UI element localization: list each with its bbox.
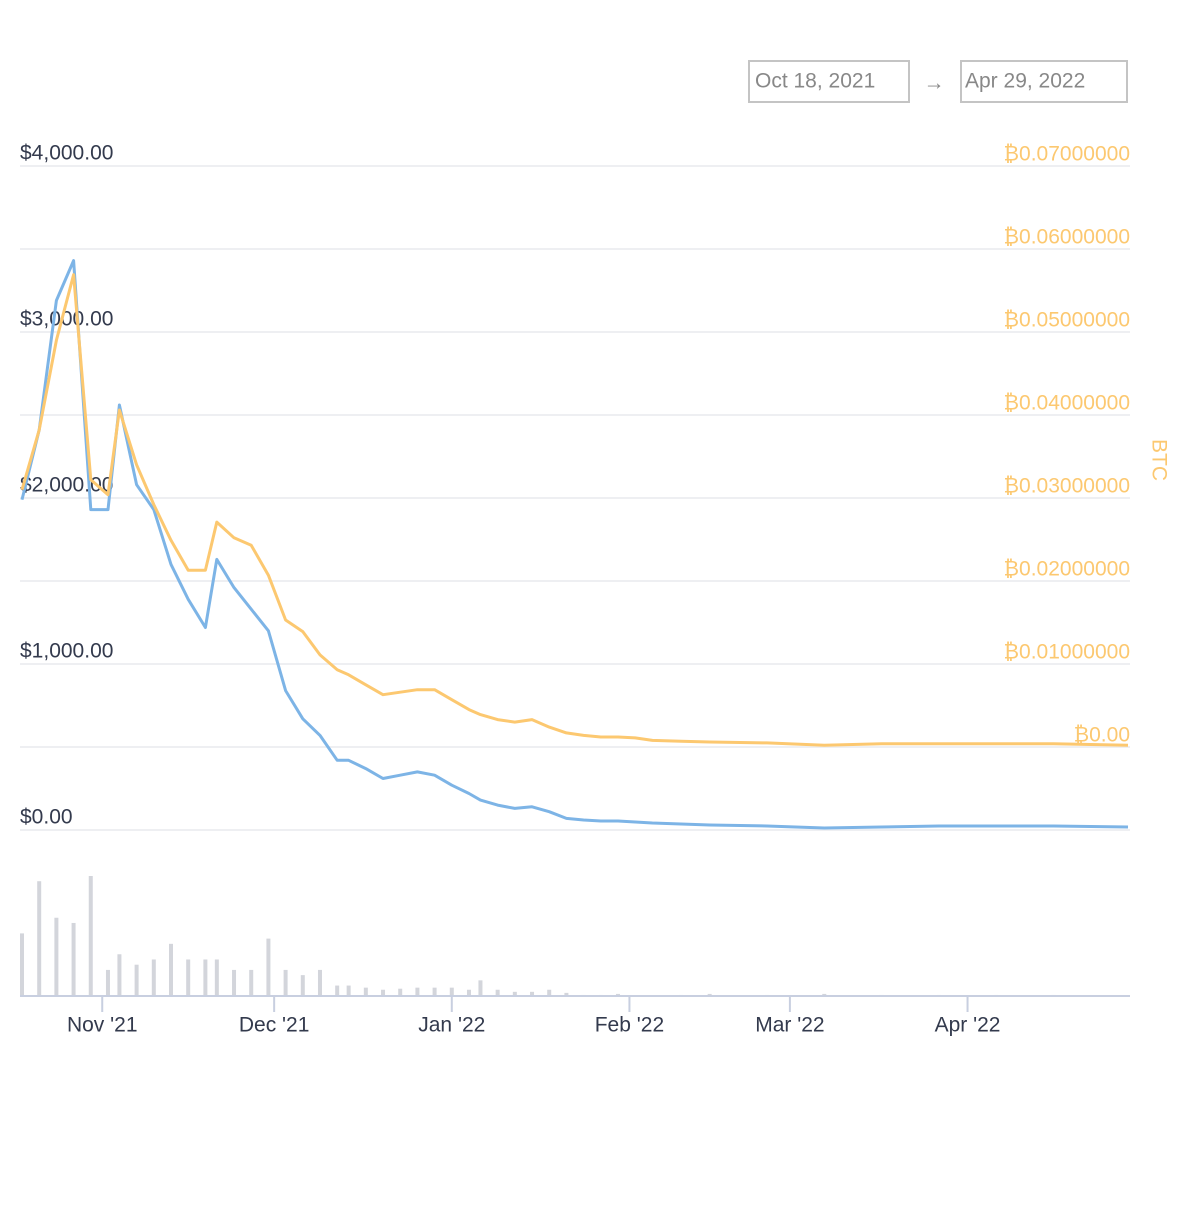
volume-bar xyxy=(822,993,827,996)
y-tick-label: $0.00 xyxy=(20,806,73,829)
volume-bar xyxy=(547,989,552,996)
y2-tick-label: ₿0.01000000 xyxy=(1004,641,1131,664)
volume-bar xyxy=(117,954,122,996)
end-date-box[interactable] xyxy=(960,60,1128,103)
volume-bar xyxy=(37,881,42,996)
volume-bar xyxy=(300,975,305,996)
volume-bar xyxy=(203,959,208,996)
y2-tick-label: ₿0.07000000 xyxy=(1004,143,1131,166)
series-line xyxy=(20,273,1129,747)
y2-tick-label: ₿0.03000000 xyxy=(1004,475,1131,498)
y2-tick-label: ₿0.06000000 xyxy=(1004,226,1131,249)
volume-bar xyxy=(381,989,386,996)
volume-bar xyxy=(346,985,351,996)
y-tick-label: $3,000.00 xyxy=(20,308,113,331)
volume-bar xyxy=(615,993,620,996)
x-tick-label: Dec '21 xyxy=(239,1014,310,1037)
volume-bar xyxy=(151,959,156,996)
y2-tick-label: ₿0.05000000 xyxy=(1004,309,1131,332)
volume-bar xyxy=(449,987,454,996)
x-tick-label: Jan '22 xyxy=(418,1014,485,1037)
start-date-box[interactable] xyxy=(748,60,910,103)
volume-bar xyxy=(232,969,237,996)
volume-bar xyxy=(71,922,76,996)
volume-bar xyxy=(105,969,110,996)
volume-bar xyxy=(249,969,254,996)
volume-bar xyxy=(335,985,340,996)
y2-tick-label: ₿0.00 xyxy=(1074,724,1130,747)
x-tick-label: Nov '21 xyxy=(67,1014,138,1037)
volume-bar xyxy=(432,987,437,996)
y2-tick-label: ₿0.04000000 xyxy=(1004,392,1131,415)
x-tick-label: Mar '22 xyxy=(755,1014,824,1037)
volume-bar xyxy=(478,980,483,996)
volume-bar xyxy=(88,876,93,996)
volume-bar xyxy=(495,989,500,996)
volume-bar xyxy=(266,938,271,996)
volume-bar xyxy=(283,969,288,996)
y-tick-label: $4,000.00 xyxy=(20,142,113,165)
start-date[interactable]: Oct 18, 2021 xyxy=(755,70,875,93)
volume-bar xyxy=(512,991,517,996)
series-line xyxy=(20,259,1129,830)
y-tick-label: $1,000.00 xyxy=(20,640,113,663)
volume-bar xyxy=(415,987,420,996)
volume-bar xyxy=(707,993,712,996)
x-tick-label: Apr '22 xyxy=(935,1014,1001,1037)
volume-bar xyxy=(317,969,322,996)
volume-bar xyxy=(186,959,191,996)
volume-bar xyxy=(134,964,139,996)
date-separator: → xyxy=(924,72,945,95)
y2-tick-label: ₿0.02000000 xyxy=(1004,558,1131,581)
volume-bar xyxy=(363,987,368,996)
volume-bar xyxy=(54,917,59,996)
volume-bar xyxy=(530,991,535,996)
volume-bar xyxy=(214,959,219,996)
volume-bar xyxy=(398,988,403,996)
volume-bar xyxy=(20,933,24,996)
x-tick-label: Feb '22 xyxy=(595,1014,664,1037)
y2-axis-title: BTC xyxy=(1147,439,1170,481)
volume-bar xyxy=(466,989,471,996)
y-tick-label: $2,000.00 xyxy=(20,474,113,497)
volume-bar xyxy=(168,943,173,996)
end-date[interactable]: Apr 29, 2022 xyxy=(965,70,1085,93)
volume-bar xyxy=(564,992,569,996)
